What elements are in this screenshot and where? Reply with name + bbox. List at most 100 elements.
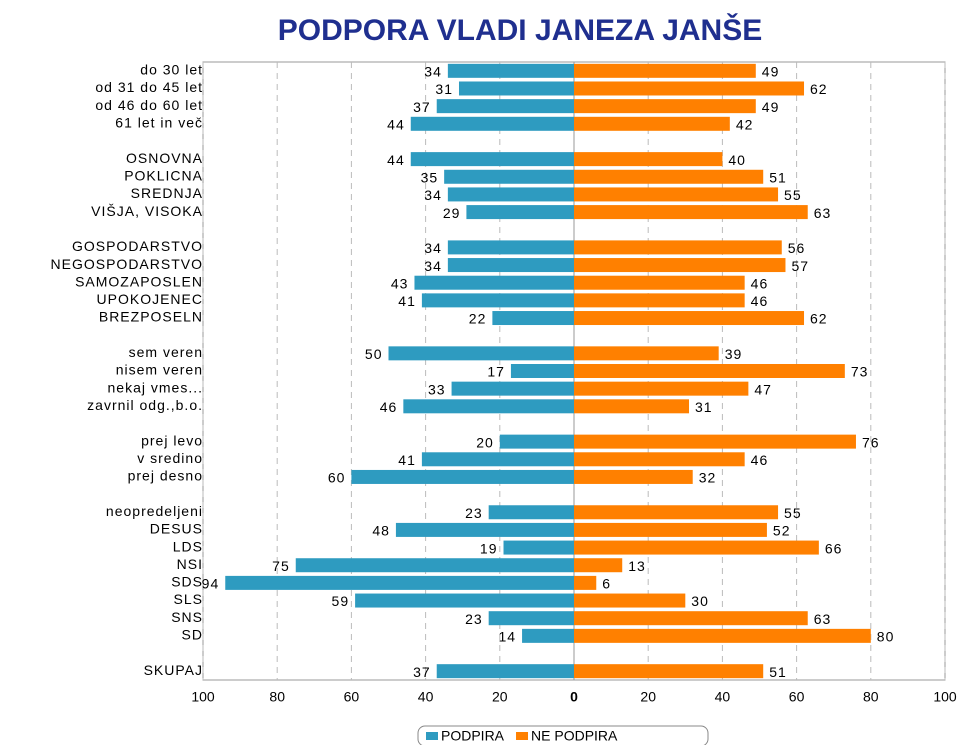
category-label: prej desno bbox=[128, 468, 203, 484]
value-label: 31 bbox=[435, 81, 453, 97]
x-tick-label: 60 bbox=[789, 689, 805, 705]
value-label: 34 bbox=[424, 240, 442, 256]
category-label: od 46 do 60 let bbox=[95, 97, 203, 113]
value-label: 48 bbox=[372, 523, 390, 539]
value-label: 6 bbox=[602, 576, 611, 592]
value-label: 41 bbox=[398, 452, 416, 468]
value-label: 43 bbox=[391, 275, 409, 291]
bar bbox=[574, 364, 845, 378]
value-label: 32 bbox=[699, 470, 717, 486]
value-label: 20 bbox=[476, 434, 494, 450]
category-label: od 31 do 45 let bbox=[95, 79, 203, 95]
legend-swatch bbox=[516, 732, 529, 740]
category-label: 61 let in več bbox=[115, 115, 203, 131]
value-label: 44 bbox=[387, 152, 405, 168]
bar bbox=[510, 364, 574, 378]
category-label: SNS bbox=[171, 609, 203, 625]
x-tick-label: 80 bbox=[863, 689, 879, 705]
category-label: prej levo bbox=[141, 432, 203, 448]
bar bbox=[447, 258, 574, 273]
value-label: 59 bbox=[332, 593, 350, 609]
category-label: SREDNJA bbox=[131, 185, 203, 201]
value-label: 30 bbox=[691, 593, 709, 609]
bar bbox=[355, 593, 574, 608]
x-tick-label: 20 bbox=[492, 689, 508, 705]
bar bbox=[574, 611, 808, 626]
value-label: 44 bbox=[387, 117, 405, 133]
value-label: 46 bbox=[751, 452, 769, 468]
value-label: 14 bbox=[498, 629, 516, 645]
value-label: 49 bbox=[762, 99, 780, 115]
bar bbox=[503, 540, 574, 555]
bar bbox=[574, 593, 686, 608]
value-label: 40 bbox=[728, 152, 746, 168]
bar bbox=[447, 187, 574, 202]
value-label: 49 bbox=[762, 64, 780, 80]
bar bbox=[444, 169, 574, 184]
bar bbox=[421, 452, 574, 467]
value-label: 66 bbox=[825, 540, 843, 556]
bar bbox=[395, 522, 574, 537]
category-label: UPOKOJENEC bbox=[97, 291, 203, 307]
value-label: 37 bbox=[413, 664, 431, 680]
value-label: 19 bbox=[480, 540, 498, 556]
bar bbox=[403, 399, 574, 414]
value-label: 37 bbox=[413, 99, 431, 115]
x-tick-label: 40 bbox=[715, 689, 731, 705]
value-label: 46 bbox=[380, 399, 398, 415]
category-label: NEGOSPODARSTVO bbox=[51, 256, 203, 272]
x-tick-label: 60 bbox=[344, 689, 360, 705]
bar bbox=[574, 628, 871, 643]
x-tick-label: 80 bbox=[269, 689, 285, 705]
value-label: 23 bbox=[465, 611, 483, 627]
value-label: 22 bbox=[469, 311, 487, 327]
category-label: sem veren bbox=[129, 344, 203, 360]
bar bbox=[574, 293, 745, 308]
value-label: 39 bbox=[725, 346, 743, 362]
bar bbox=[574, 346, 719, 361]
value-label: 34 bbox=[424, 258, 442, 274]
bar bbox=[574, 381, 749, 396]
bar bbox=[574, 116, 730, 131]
category-label: GOSPODARSTVO bbox=[72, 238, 203, 254]
value-label: 52 bbox=[773, 523, 791, 539]
bar bbox=[436, 664, 574, 679]
bar bbox=[574, 187, 779, 202]
category-label: SKUPAJ bbox=[144, 662, 203, 678]
value-label: 60 bbox=[328, 470, 346, 486]
bar bbox=[225, 575, 574, 590]
bar bbox=[447, 240, 574, 255]
legend-label: PODPIRA bbox=[441, 728, 505, 744]
category-label: DESUS bbox=[150, 521, 203, 537]
category-label: VIŠJA, VISOKA bbox=[91, 203, 203, 219]
value-label: 35 bbox=[421, 169, 439, 185]
bar bbox=[574, 452, 745, 467]
category-label: SDS bbox=[171, 574, 203, 590]
category-label: do 30 let bbox=[140, 62, 203, 78]
bar bbox=[574, 169, 764, 184]
legend-box bbox=[417, 725, 709, 745]
value-label: 46 bbox=[751, 293, 769, 309]
value-label: 42 bbox=[736, 117, 754, 133]
bar bbox=[574, 558, 623, 573]
value-label: 63 bbox=[814, 205, 832, 221]
legend-label: NE PODPIRA bbox=[531, 728, 618, 744]
bar bbox=[295, 558, 574, 573]
value-label: 51 bbox=[769, 664, 787, 680]
value-label: 94 bbox=[202, 576, 220, 592]
value-label: 73 bbox=[851, 364, 869, 380]
bar bbox=[574, 434, 856, 449]
bar bbox=[447, 63, 574, 78]
x-tick-label: 20 bbox=[640, 689, 656, 705]
category-label: POKLICNA bbox=[124, 167, 203, 183]
bar bbox=[574, 63, 756, 78]
category-label: zavrnil odg.,b.o. bbox=[87, 397, 203, 413]
legend-swatch bbox=[426, 732, 438, 740]
value-label: 51 bbox=[769, 169, 787, 185]
value-label: 31 bbox=[695, 399, 713, 415]
bar bbox=[574, 81, 805, 96]
value-label: 75 bbox=[272, 558, 290, 574]
bar bbox=[436, 99, 574, 114]
category-label: v sredino bbox=[137, 450, 203, 466]
